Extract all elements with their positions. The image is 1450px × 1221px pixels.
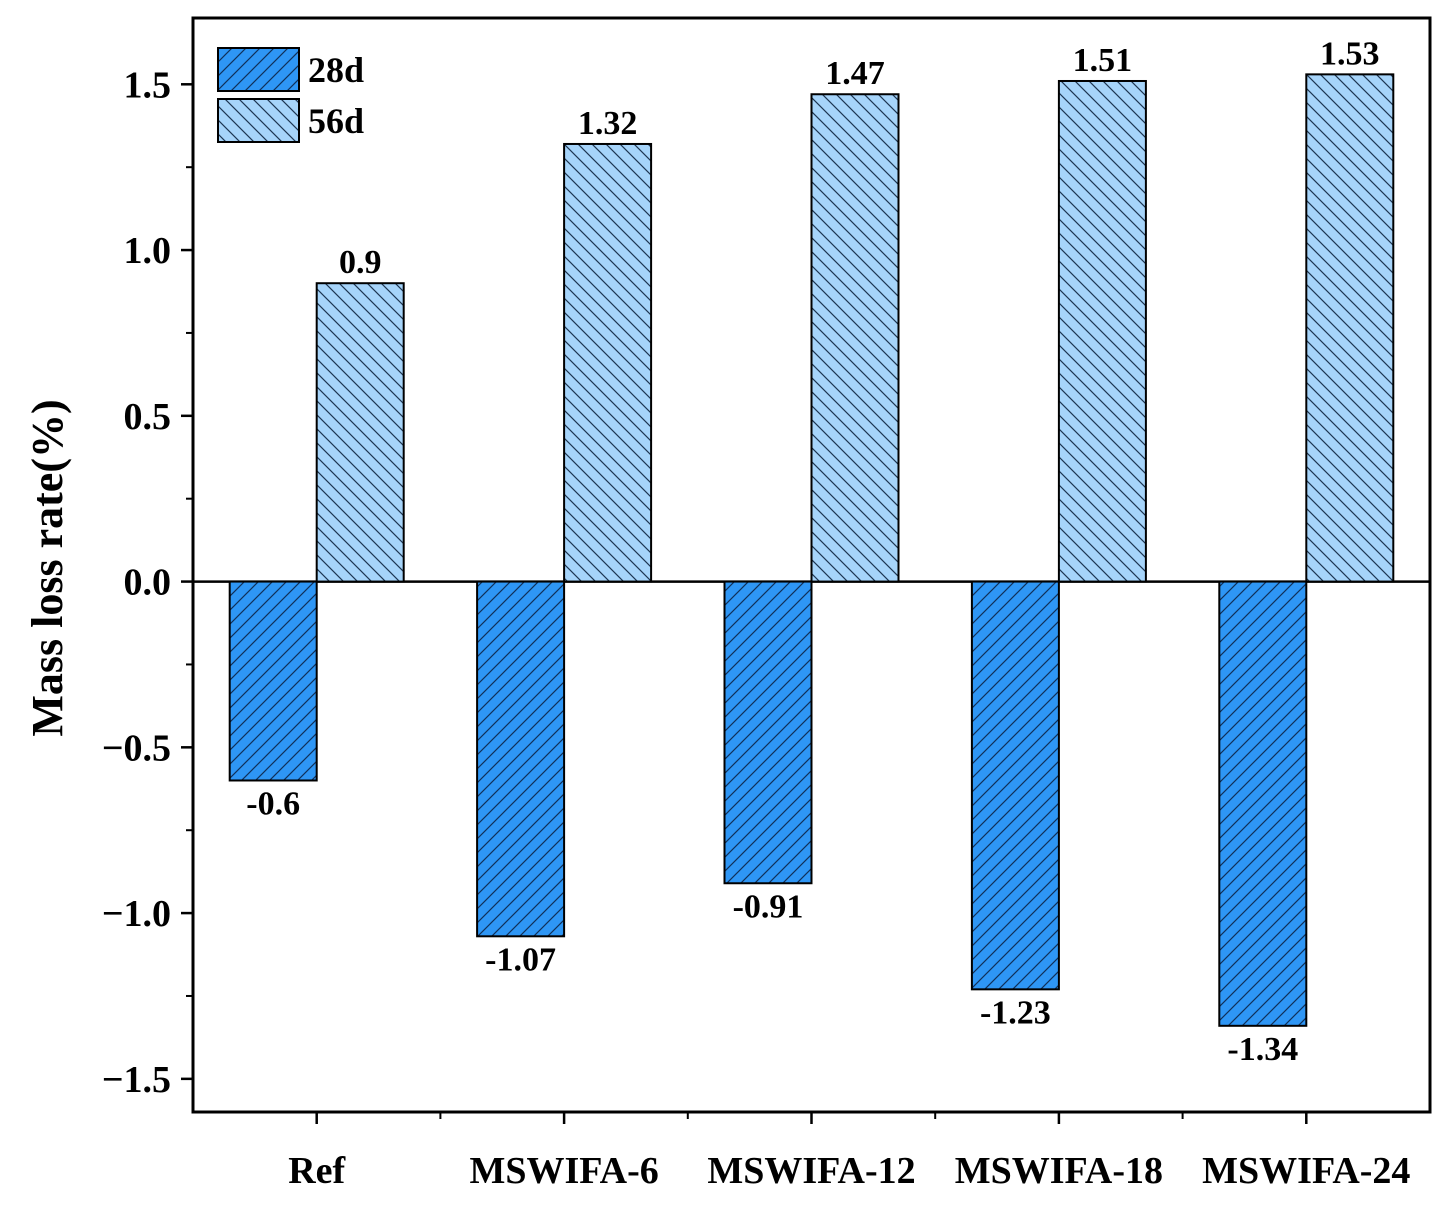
y-tick-label: −1.0 — [102, 893, 171, 935]
y-axis-title: Mass loss rate(%) — [23, 399, 72, 736]
x-tick-label: Ref — [288, 1150, 346, 1192]
bar-56d — [563, 142, 653, 583]
data-label-56d: 0.9 — [339, 244, 382, 281]
y-tick-label: −0.5 — [102, 727, 171, 769]
labels-group: Ref -0.6 0.9 MSWIFA-6 -1.07 1.32 MSWIFA-12 -0.9… — [246, 35, 1410, 1192]
bar-28d — [1218, 580, 1308, 1027]
bar-28d — [723, 580, 813, 885]
x-tick-label: MSWIFA-12 — [707, 1150, 915, 1192]
data-label-56d: 1.53 — [1320, 35, 1380, 72]
y-tick-label: 1.0 — [124, 230, 172, 272]
data-label-56d: 1.47 — [825, 55, 885, 92]
legend-swatch-28d — [217, 47, 300, 92]
bar-28d — [228, 580, 318, 782]
y-tick-label: 0.5 — [124, 396, 172, 438]
y-tick-label: 1.5 — [124, 64, 172, 106]
legend-label-28d: 28d — [308, 50, 364, 90]
bar-28d — [476, 580, 566, 938]
y-tick-label: 0.0 — [124, 562, 172, 604]
data-label-56d: 1.32 — [578, 105, 638, 142]
data-label-28d: -1.34 — [1227, 1031, 1298, 1068]
legend-swatch-56d — [217, 98, 300, 143]
bar-56d — [1305, 73, 1395, 583]
bar-28d — [970, 580, 1060, 991]
legend-label-56d: 56d — [308, 101, 364, 141]
x-tick-label: MSWIFA-18 — [955, 1150, 1163, 1192]
x-tick-label: MSWIFA-6 — [469, 1150, 658, 1192]
data-label-28d: -0.91 — [733, 888, 804, 925]
y-tick-label: −1.5 — [102, 1059, 171, 1101]
bar-56d — [315, 282, 405, 583]
bar-56d — [810, 93, 900, 583]
x-tick-label: MSWIFA-24 — [1202, 1150, 1410, 1192]
data-label-28d: -1.07 — [485, 941, 556, 978]
data-label-56d: 1.51 — [1073, 42, 1133, 79]
bar-56d — [1057, 79, 1147, 583]
bars-group — [228, 73, 1395, 1027]
data-label-28d: -0.6 — [246, 785, 300, 822]
data-label-28d: -1.23 — [980, 994, 1051, 1031]
